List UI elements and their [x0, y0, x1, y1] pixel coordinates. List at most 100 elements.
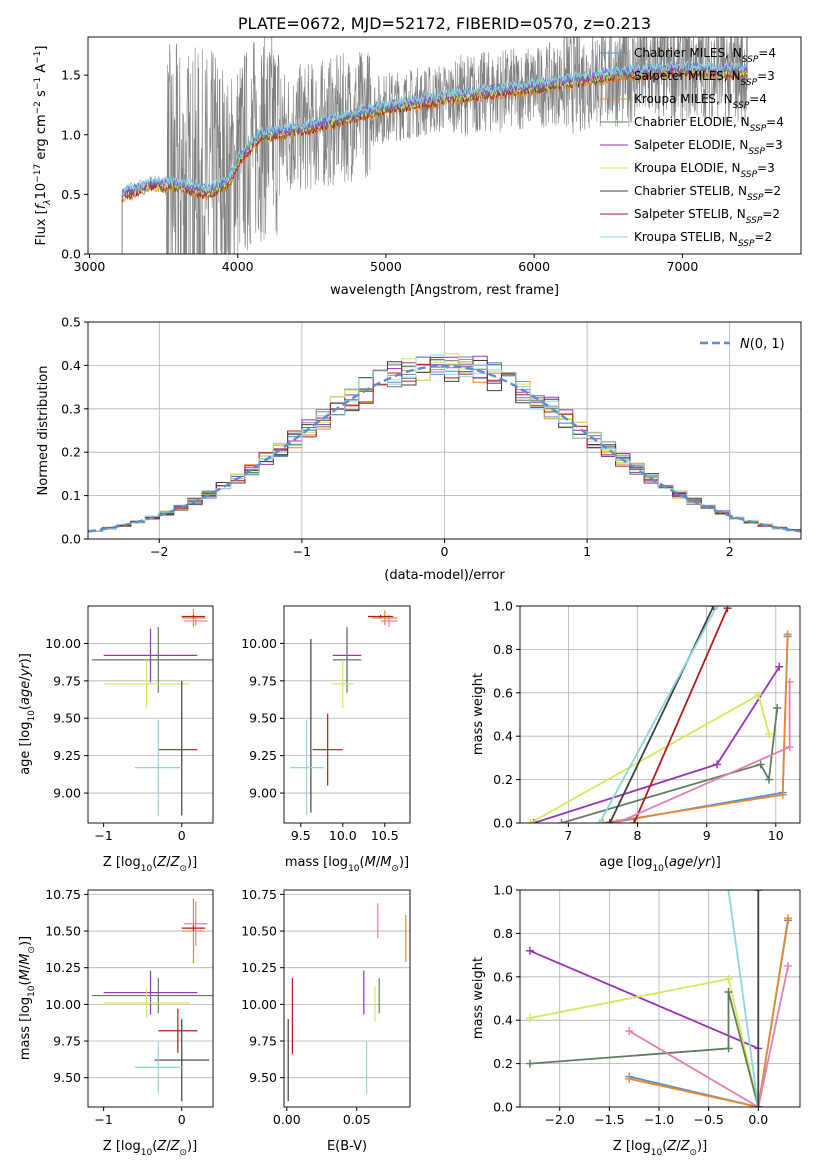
panel-residuals: −2 −1 0 1 2 0.0 0.1 0.2 0.3 0.4 0.5 N(0, 1) (data-mo… [36, 315, 802, 583]
gaussian-legend-label: N(0, 1) [740, 337, 785, 352]
y-tick-label: 9.25 [53, 748, 81, 763]
weight-line-chabrier_stelib [609, 606, 715, 823]
y-tick-label: 1.0 [61, 127, 81, 142]
spectrum-plot-area [121, 37, 748, 254]
y-tick-label: 10.75 [45, 887, 81, 902]
weight-marker [764, 730, 773, 739]
y-tick-label: 9.50 [249, 1070, 277, 1085]
x-tick-label: 7 [564, 828, 572, 843]
age_vs_mass-plot-area [289, 610, 398, 816]
weight-marker [785, 743, 794, 752]
y-tick-label: 9.75 [53, 1034, 81, 1049]
y-tick-label: 9.50 [53, 711, 81, 726]
y-tick-label: 10.25 [241, 960, 277, 975]
weight-line-chabrier_elodie [561, 707, 779, 823]
x-tick-label: 0.0 [748, 1112, 768, 1127]
weight-marker [754, 890, 763, 894]
weight-marker [764, 775, 773, 784]
weight-line-salpeter_stelib [633, 607, 729, 823]
weight-marker [612, 819, 621, 823]
x-tick-label: 7000 [667, 259, 699, 274]
y-tick-label: 10.00 [45, 997, 81, 1012]
y-axis-label: Flux [fλ10−17 erg cm−2 s−1 A−1] [33, 46, 53, 246]
axes-frame [283, 605, 411, 824]
weight-marker [625, 1027, 634, 1036]
y-tick-label: 1.0 [493, 883, 513, 898]
y-tick-label: 0.0 [493, 1100, 513, 1115]
weight-marker [724, 1044, 733, 1053]
histogram-plot-area [88, 353, 801, 533]
weight-marker [557, 819, 566, 823]
age_vs_Z-plot-area [91, 608, 213, 816]
legend-entry: Kroupa STELIB, NSSP=2 [634, 230, 772, 249]
y-tick-label: 1.5 [61, 68, 81, 83]
y-tick-label: 9.75 [249, 1034, 277, 1049]
y-tick-label: 10.00 [45, 636, 81, 651]
panel-mass_vs_ebv: 0.00 0.05 9.50 9.75 10.00 10.25 10.50 10.75 E(B-… [241, 887, 411, 1154]
x-tick-label: 5000 [370, 259, 402, 274]
weight-marker [724, 974, 733, 983]
y-tick-label: 0.2 [493, 1056, 513, 1071]
y-tick-label: 0.0 [493, 816, 513, 831]
panel-weight_vs_Z: −2.0 −1.5 −1.0 −0.5 0.0 0.0 0.2 0.4 0.6 0.8 1.0 Z [… [471, 883, 801, 1158]
model-spectrum-kroupa_stelib [121, 59, 748, 196]
x-tick-label: 0 [441, 544, 449, 559]
weight-line-chabrier_elodie [529, 991, 760, 1107]
x-tick-label: −1 [293, 544, 311, 559]
weight-marker [773, 703, 782, 712]
y-tick-label: 10.00 [241, 997, 277, 1012]
weight-marker [709, 606, 718, 610]
data-spectrum [121, 37, 748, 254]
y-axis-label: Normed distribution [36, 366, 51, 496]
y-tick-label: 0.8 [493, 642, 513, 657]
x-tick-label: −1 [94, 1112, 112, 1127]
weight-marker [713, 760, 722, 769]
weight-marker [723, 606, 732, 613]
weight-line-salpeter_elodie [529, 949, 759, 1050]
weight-marker [525, 1059, 534, 1068]
x-tick-label: 6000 [518, 259, 550, 274]
y-tick-label: 10.00 [241, 636, 277, 651]
x-tick-label: 1 [583, 544, 591, 559]
panel-mass_vs_Z: −1 0 9.50 9.75 10.00 10.25 10.50 10.75 Z [log10(… [18, 887, 214, 1158]
x-axis-label: Z [log10(Z/Z⊙)] [103, 855, 197, 874]
legend-entry: Salpeter MILES, NSSP=3 [634, 69, 775, 88]
x-tick-label: 0.00 [273, 1112, 301, 1127]
x-tick-label: 9 [703, 828, 711, 843]
weight-marker [595, 819, 604, 823]
x-tick-label: 0 [178, 828, 186, 843]
axes-frame [87, 889, 214, 1108]
x-tick-label: 2 [726, 544, 734, 559]
weight-marker [724, 987, 733, 996]
y-tick-label: 9.25 [249, 748, 277, 763]
weight-marker [525, 946, 534, 955]
mass_vs_ebv-plot-area [287, 903, 407, 1102]
x-tick-label: 0 [178, 1112, 186, 1127]
y-tick-label: 0.2 [493, 772, 513, 787]
legend-entry: Kroupa ELODIE, NSSP=3 [634, 161, 775, 180]
weight-line-kroupa_stelib [727, 890, 760, 1107]
y-axis-label: mass [log10(M/M⊙)] [18, 936, 37, 1060]
y-tick-label: 0.4 [61, 358, 81, 373]
legend-entry: Salpeter STELIB, NSSP=2 [634, 207, 780, 226]
weight-marker [605, 819, 614, 823]
x-tick-label: 0.05 [343, 1112, 371, 1127]
weight-marker [526, 819, 535, 823]
x-tick-label: 10.0 [329, 828, 357, 843]
x-tick-label: −2 [150, 544, 168, 559]
legend-entry: Chabrier STELIB, NSSP=2 [634, 184, 781, 203]
weight-line-kroupa_stelib [598, 606, 718, 823]
y-tick-label: 0.4 [493, 729, 513, 744]
y-tick-label: 0.5 [61, 187, 81, 202]
gaussian-curve [88, 364, 801, 533]
y-tick-label: 9.75 [249, 673, 277, 688]
y-tick-label: 10.75 [241, 887, 277, 902]
x-axis-label: wavelength [Angstrom, rest frame] [330, 283, 559, 298]
panel-spectrum: 3000 4000 5000 6000 7000 0.0 0.5 1.0 1.5 Chabrier… [33, 36, 802, 298]
x-tick-label: 9.5 [291, 828, 311, 843]
y-tick-label: 0.6 [493, 685, 513, 700]
figure-title: PLATE=0672, MJD=52172, FIBERID=0570, z=0… [238, 14, 651, 33]
axes-frame [519, 605, 801, 824]
y-tick-label: 9.50 [53, 1070, 81, 1085]
weight-marker [756, 760, 765, 769]
